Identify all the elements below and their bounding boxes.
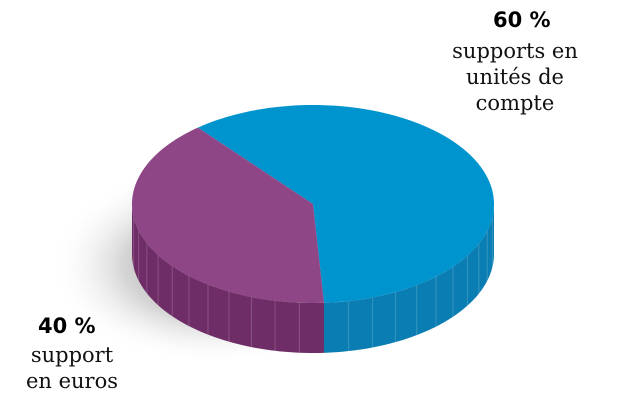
slice-1-percent-label: 40 %: [38, 314, 96, 338]
slice-0-desc-line-2: unités de: [466, 65, 564, 89]
pie-tops: [132, 105, 494, 303]
slice-0-side-0: [324, 204, 494, 353]
slice-1-top: [132, 127, 325, 303]
slice-0-description: supports en unités de compte: [430, 38, 600, 116]
slice-1-desc-line-1: support: [30, 343, 114, 367]
slice-1-desc-line-2: en euros: [25, 369, 119, 393]
slice-0-desc-line-3: compte: [475, 91, 555, 115]
pie-sides: [132, 204, 494, 353]
slice-1-side-0: [132, 204, 325, 353]
slice-0-desc-line-1: supports en: [452, 39, 578, 63]
slice-0-percent-label: 60 %: [493, 8, 551, 32]
slice-1-description: support en euros: [8, 342, 136, 394]
slice-0-top: [197, 105, 494, 303]
